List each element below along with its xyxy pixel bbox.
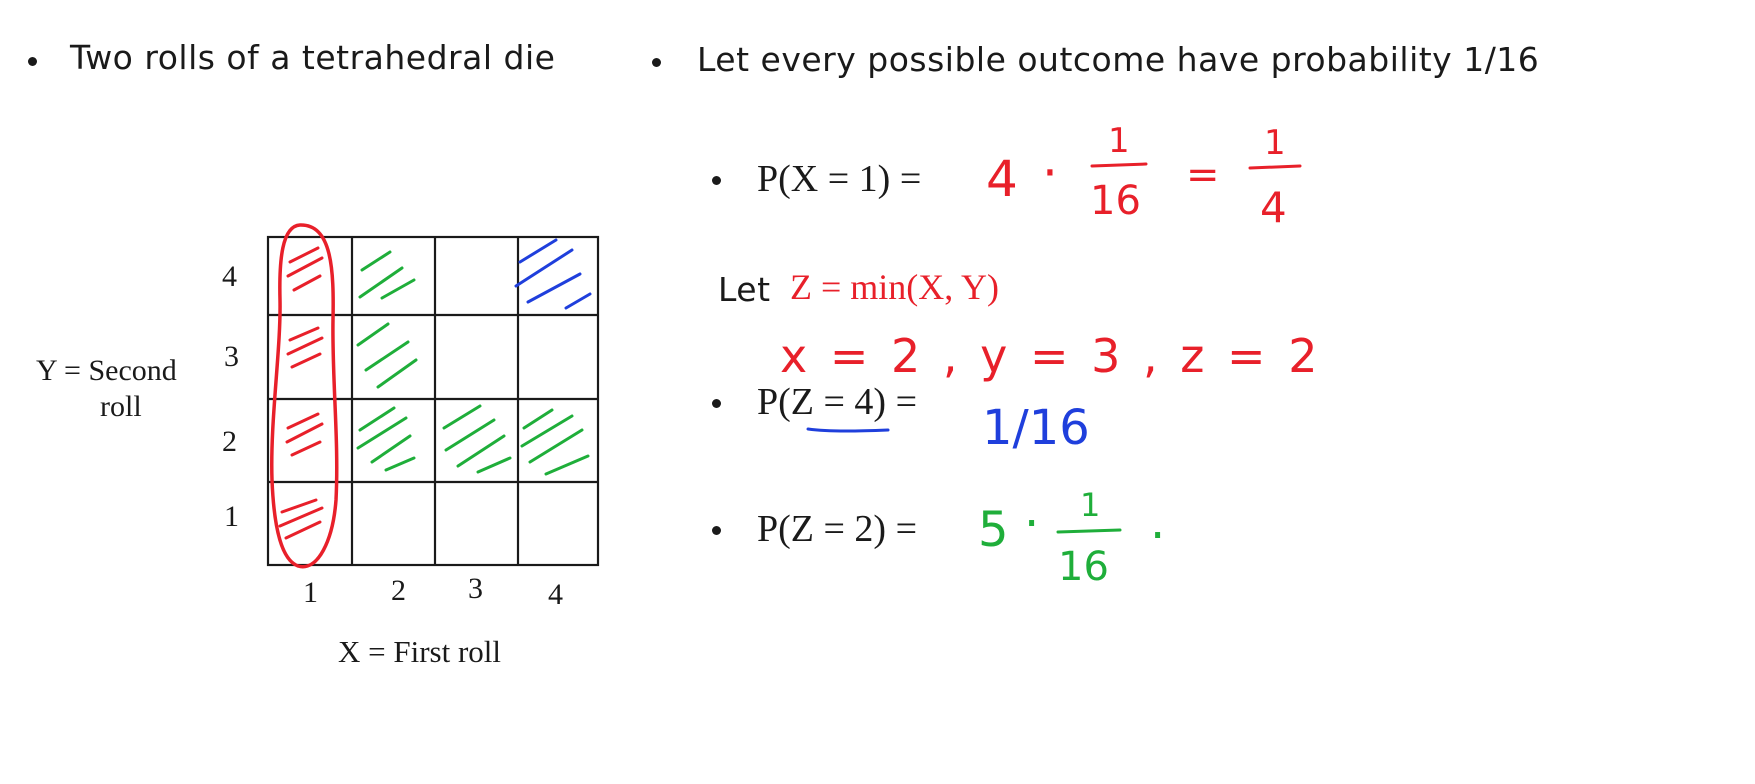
- y-axis-label-line2: roll: [100, 390, 142, 423]
- hw-x1-dot: ·: [1042, 144, 1058, 202]
- x1-fraction-bar: [1090, 162, 1148, 168]
- bullet-px1-dot: [712, 176, 721, 185]
- x-tick-1: 1: [303, 576, 318, 609]
- bullet-pz2-dot: [712, 526, 721, 535]
- x-tick-4: 4: [548, 578, 563, 611]
- hw-z2-trailing-dot: ·: [1150, 508, 1165, 564]
- formula-p-z4: P(Z = 4) =: [757, 381, 918, 423]
- formula-p-z2: P(Z = 2) =: [757, 508, 918, 550]
- blue-hatch: [514, 238, 592, 310]
- bullet-left-text: Two rolls of a tetrahedral die: [70, 38, 556, 77]
- z2-fraction-bar: [1056, 528, 1122, 534]
- hw-x1-result-den: 4: [1260, 183, 1287, 232]
- x-tick-2: 2: [391, 574, 406, 607]
- hw-x1-result-num: 1: [1264, 123, 1286, 163]
- hw-x1-eq: =: [1186, 152, 1220, 198]
- hw-z2-factor: 5: [978, 502, 1009, 558]
- outcome-grid: [266, 235, 600, 567]
- hw-x1-num: 1: [1108, 121, 1130, 161]
- grid-border: [266, 235, 600, 567]
- red-hatch-col1: [278, 246, 324, 540]
- x-axis-label: X = First roll: [338, 634, 502, 669]
- y-axis-label-text: Y = Second: [36, 354, 177, 387]
- green-hatch: [356, 250, 590, 476]
- let-word: Let: [718, 270, 771, 309]
- z-definition: Z = min(X, Y): [790, 267, 999, 307]
- red-loop-column-1: [270, 223, 339, 569]
- bullet-left-dot: [28, 57, 37, 66]
- y-tick-2: 2: [222, 425, 237, 458]
- bullet-pz4-dot: [712, 399, 721, 408]
- formula-p-x1: P(X = 1) =: [757, 158, 922, 200]
- hw-z4-answer: 1/16: [982, 400, 1090, 456]
- x-tick-3: 3: [468, 572, 483, 605]
- x1-result-fraction-bar: [1248, 164, 1302, 170]
- hw-z2-dot: ·: [1024, 496, 1039, 552]
- hw-x1-den: 16: [1090, 178, 1141, 224]
- y-tick-3: 3: [224, 340, 239, 373]
- hw-example: x = 2 , y = 3 , z = 2: [780, 329, 1321, 383]
- y-axis-label-line1: Y = Second: [36, 354, 177, 388]
- bullet-right-dot: [652, 58, 661, 67]
- y-tick-1: 1: [224, 500, 239, 533]
- hw-z2-den: 16: [1058, 544, 1109, 590]
- hw-x1-factor: 4: [986, 150, 1018, 208]
- hw-z2-num: 1: [1080, 486, 1100, 524]
- bullet-right-text: Let every possible outcome have probabil…: [697, 40, 1540, 79]
- blue-underline-z: [806, 427, 890, 433]
- y-tick-4: 4: [222, 260, 237, 293]
